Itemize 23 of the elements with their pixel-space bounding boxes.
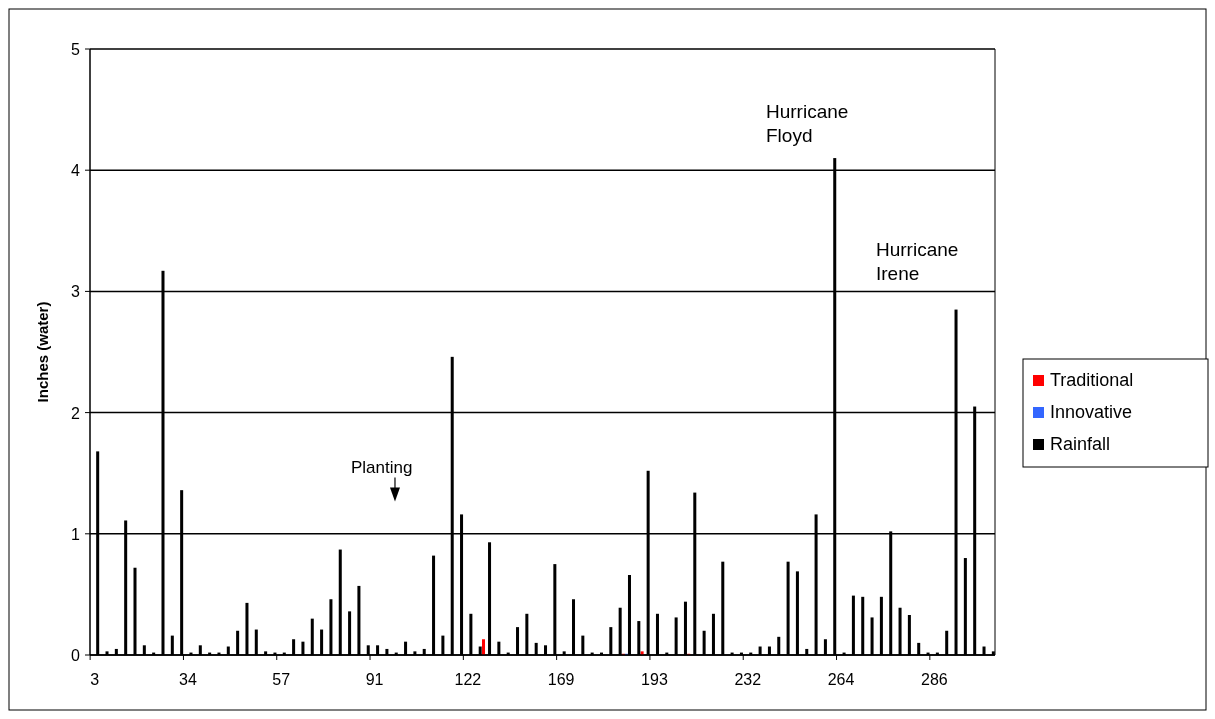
y-tick-label: 5 [71,41,81,58]
legend-label: Traditional [1050,370,1134,390]
x-tick-label: 57 [272,671,291,688]
y-tick-label: 0 [71,647,81,664]
x-tick-label: 232 [734,671,762,688]
y-tick-label: 1 [71,525,81,543]
annotation: Planting [350,458,413,478]
x-tick-label: 286 [921,671,948,688]
y-axis-title: Inches (water) [34,301,51,403]
x-tick-label: 193 [641,671,668,688]
x-tick-label: 264 [827,671,855,688]
y-tick-label: 4 [71,162,81,180]
y-tick-label: 2 [71,404,81,422]
legend-label: Innovative [1050,402,1133,422]
annotation: Hurricane Irene [876,239,959,284]
x-tick-label: 91 [365,671,384,688]
x-tick-label: 122 [454,671,482,688]
x-tick-label: 34 [179,671,197,688]
legend-label: Rainfall [1050,434,1111,454]
annotation: Hurricane Floyd [766,101,849,146]
x-tick-label: 169 [547,671,575,688]
y-tick-label: 3 [71,283,81,301]
x-tick-label: 3 [90,671,100,688]
